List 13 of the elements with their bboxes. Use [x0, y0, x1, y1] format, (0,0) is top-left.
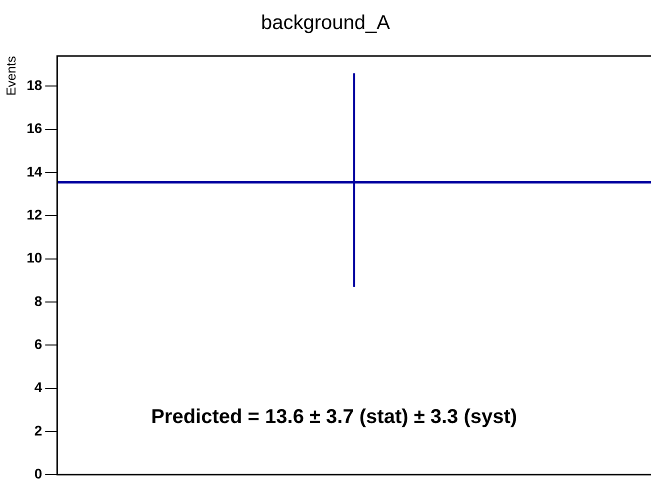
- y-tick-label: 8: [34, 292, 42, 309]
- y-tick-label: 16: [26, 120, 42, 136]
- y-tick-label: 14: [26, 163, 42, 180]
- chart-title: background_A: [260, 11, 391, 35]
- annotation: Predicted = 13.6 ± 3.7 (stat) ± 3.3 (syst): [151, 406, 518, 428]
- y-tick-label: 2: [34, 422, 42, 438]
- y-axis-title: Events: [3, 56, 18, 96]
- y-tick-label: 18: [26, 77, 42, 94]
- y-tick-label: 0: [34, 465, 42, 482]
- y-tick-label: 4: [34, 379, 42, 396]
- y-tick-label: 10: [26, 250, 42, 266]
- y-tick-label: 12: [26, 206, 42, 223]
- y-tick-label: 6: [34, 336, 42, 352]
